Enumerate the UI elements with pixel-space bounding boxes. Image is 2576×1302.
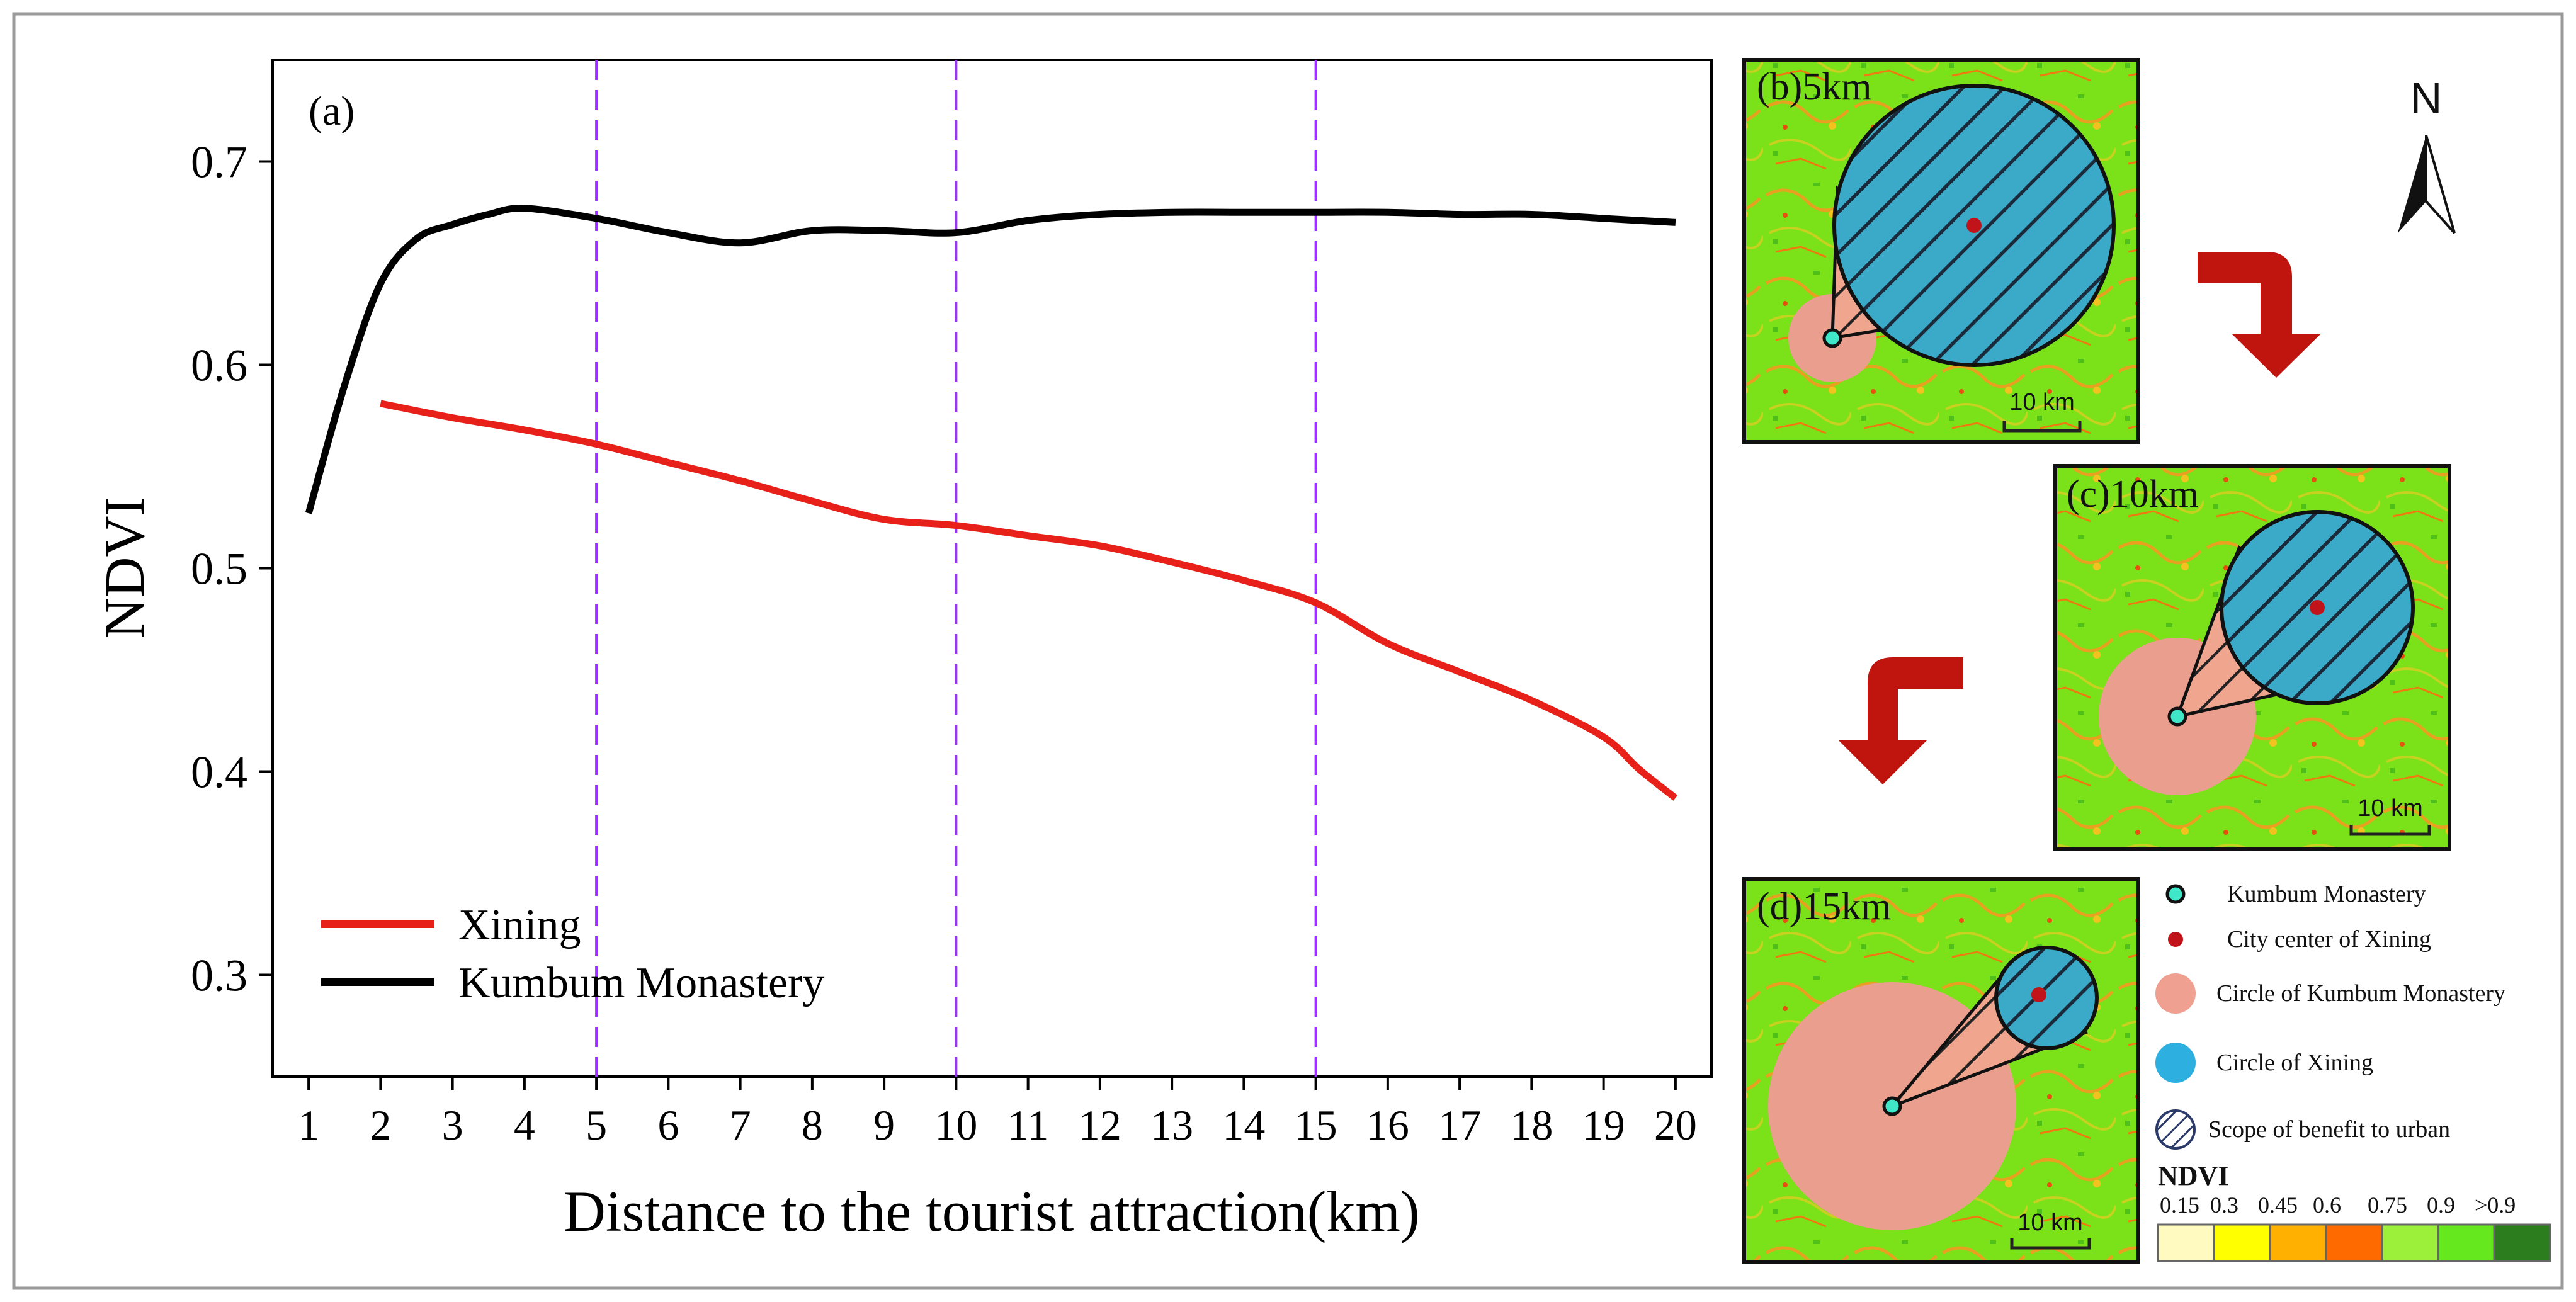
x-tick-label: 5 — [586, 1101, 607, 1149]
x-axis-label: Distance to the tourist attraction(km) — [564, 1179, 1419, 1243]
map-c-label: (c)10km — [2067, 473, 2199, 516]
x-tick-label: 14 — [1222, 1101, 1265, 1149]
x-tick-label: 8 — [802, 1101, 823, 1149]
ndvi-swatch — [2437, 1223, 2495, 1262]
ndvi-swatch — [2157, 1223, 2215, 1262]
map-b-frame — [1742, 58, 2140, 444]
north-label: N — [2410, 74, 2443, 123]
x-axis-ticks: 1 2 3 4 5 6 7 8 9 10 11 12 13 14 15 16 17 18 19 20 — [298, 1077, 1697, 1149]
map-c-scale-bar — [2349, 825, 2431, 836]
map-c-scale-label: 10 km — [2358, 795, 2422, 822]
map-c-kumbum-point — [2167, 706, 2187, 727]
y-tick-label: 0.4 — [191, 747, 247, 798]
map-b-city-center — [1966, 218, 1982, 233]
legend-city-label: City center of Xining — [2227, 926, 2431, 953]
chart-legend: Xining Kumbum Monastery — [321, 901, 824, 1007]
x-tick-label: 12 — [1079, 1101, 1121, 1149]
x-tick-label: 19 — [1582, 1101, 1625, 1149]
ndvi-swatch — [2381, 1223, 2439, 1262]
map-d-label: (d)15km — [1757, 885, 1892, 928]
x-tick-label: 3 — [442, 1101, 463, 1149]
map-d-scale-label: 10 km — [2017, 1209, 2082, 1236]
legend-label-xining: Xining — [458, 901, 581, 949]
ndvi-tick-label: >0.9 — [2475, 1192, 2516, 1218]
y-axis-ticks: 0.3 0.4 0.5 0.6 0.7 — [191, 137, 273, 1001]
x-tick-label: 18 — [1510, 1101, 1553, 1149]
north-arrow: N — [2398, 74, 2456, 234]
y-tick-label: 0.6 — [191, 341, 247, 391]
ndvi-tick-label: 0.9 — [2427, 1192, 2455, 1218]
arrow-c-to-d-icon — [1839, 657, 1963, 784]
map-b-scale-label: 10 km — [2009, 389, 2074, 416]
ndvi-tick-label: 0.3 — [2210, 1192, 2238, 1218]
x-tick-label: 11 — [1007, 1101, 1048, 1149]
map-legend: Kumbum Monastery City center of Xining C… — [2155, 881, 2551, 1262]
legend-kumbum-point-icon — [2165, 884, 2186, 904]
legend-city-center-icon — [2168, 932, 2183, 947]
map-b: 10 km (b)5km — [1742, 58, 2140, 444]
north-arrow-icon — [2398, 135, 2426, 233]
legend-kumbum-circle-icon — [2155, 973, 2196, 1014]
legend-kumbum-circle-label: Circle of Kumbum Monastery — [2216, 980, 2505, 1007]
series-lines — [305, 205, 1678, 801]
ndvi-legend-swatches — [2157, 1223, 2551, 1262]
x-tick-label: 6 — [657, 1101, 679, 1149]
map-d-frame — [1742, 877, 2140, 1264]
ndvi-tick-label: 0.45 — [2258, 1192, 2298, 1218]
x-tick-label: 2 — [370, 1101, 391, 1149]
map-d: 10 km (d)15km — [1742, 877, 2140, 1264]
map-c: 10 km (c)10km — [2053, 464, 2451, 851]
y-tick-label: 0.3 — [191, 951, 247, 1001]
x-tick-label: 1 — [298, 1101, 319, 1149]
ndvi-tick-label: 0.75 — [2368, 1192, 2407, 1218]
ndvi-swatch — [2325, 1223, 2383, 1262]
x-tick-label: 16 — [1366, 1101, 1409, 1149]
ndvi-tick-label: 0.15 — [2160, 1192, 2199, 1218]
y-tick-label: 0.7 — [191, 137, 247, 188]
x-tick-label: 10 — [934, 1101, 977, 1149]
series-line-xining — [380, 400, 1678, 801]
x-tick-label: 20 — [1654, 1101, 1697, 1149]
ndvi-legend-ticks: 0.15 0.3 0.45 0.6 0.75 0.9 >0.9 — [2160, 1192, 2516, 1218]
legend-xining-circle-icon — [2155, 1043, 2196, 1083]
map-b-label: (b)5km — [1757, 65, 1872, 108]
map-d-city-center — [2031, 987, 2046, 1002]
ndvi-tick-label: 0.6 — [2313, 1192, 2341, 1218]
x-tick-label: 4 — [514, 1101, 535, 1149]
y-tick-label: 0.5 — [191, 544, 247, 594]
map-b-scale-bar — [2002, 421, 2082, 433]
ndvi-swatch — [2213, 1223, 2271, 1262]
map-d-kumbum-point — [1882, 1096, 1902, 1116]
y-axis-label: NDVI — [94, 497, 156, 639]
map-c-city-center — [2310, 600, 2325, 615]
map-d-xining-circle — [1994, 946, 2099, 1050]
x-tick-label: 15 — [1295, 1101, 1337, 1149]
x-tick-label: 9 — [873, 1101, 895, 1149]
x-tick-label: 7 — [730, 1101, 751, 1149]
line-chart: 0.30.40.50.60.7 1 2 3 4 5 6 7 8 9 10 11 12 13 14 15 16 1… — [94, 59, 1713, 1243]
map-b-kumbum-point — [1822, 328, 1842, 348]
legend-label-kumbum: Kumbum Monastery — [458, 959, 824, 1007]
ndvi-swatch — [2269, 1223, 2327, 1262]
legend-xining-circle-label: Circle of Xining — [2216, 1050, 2373, 1076]
map-d-scale-bar — [2010, 1238, 2091, 1250]
legend-kumbum-label: Kumbum Monastery — [2227, 881, 2426, 907]
x-tick-label: 13 — [1150, 1101, 1193, 1149]
ndvi-legend-title: NDVI — [2158, 1160, 2228, 1191]
legend-scope-hatch-icon — [2155, 1109, 2196, 1150]
arrow-b-to-c-icon — [2198, 252, 2321, 378]
panel-label-a: (a) — [309, 88, 355, 134]
ndvi-swatch — [2493, 1223, 2551, 1262]
legend-scope-label: Scope of benefit to urban — [2208, 1116, 2450, 1143]
x-tick-label: 17 — [1438, 1101, 1481, 1149]
series-line-kumbum — [305, 205, 1676, 514]
map-c-frame — [2053, 464, 2451, 851]
